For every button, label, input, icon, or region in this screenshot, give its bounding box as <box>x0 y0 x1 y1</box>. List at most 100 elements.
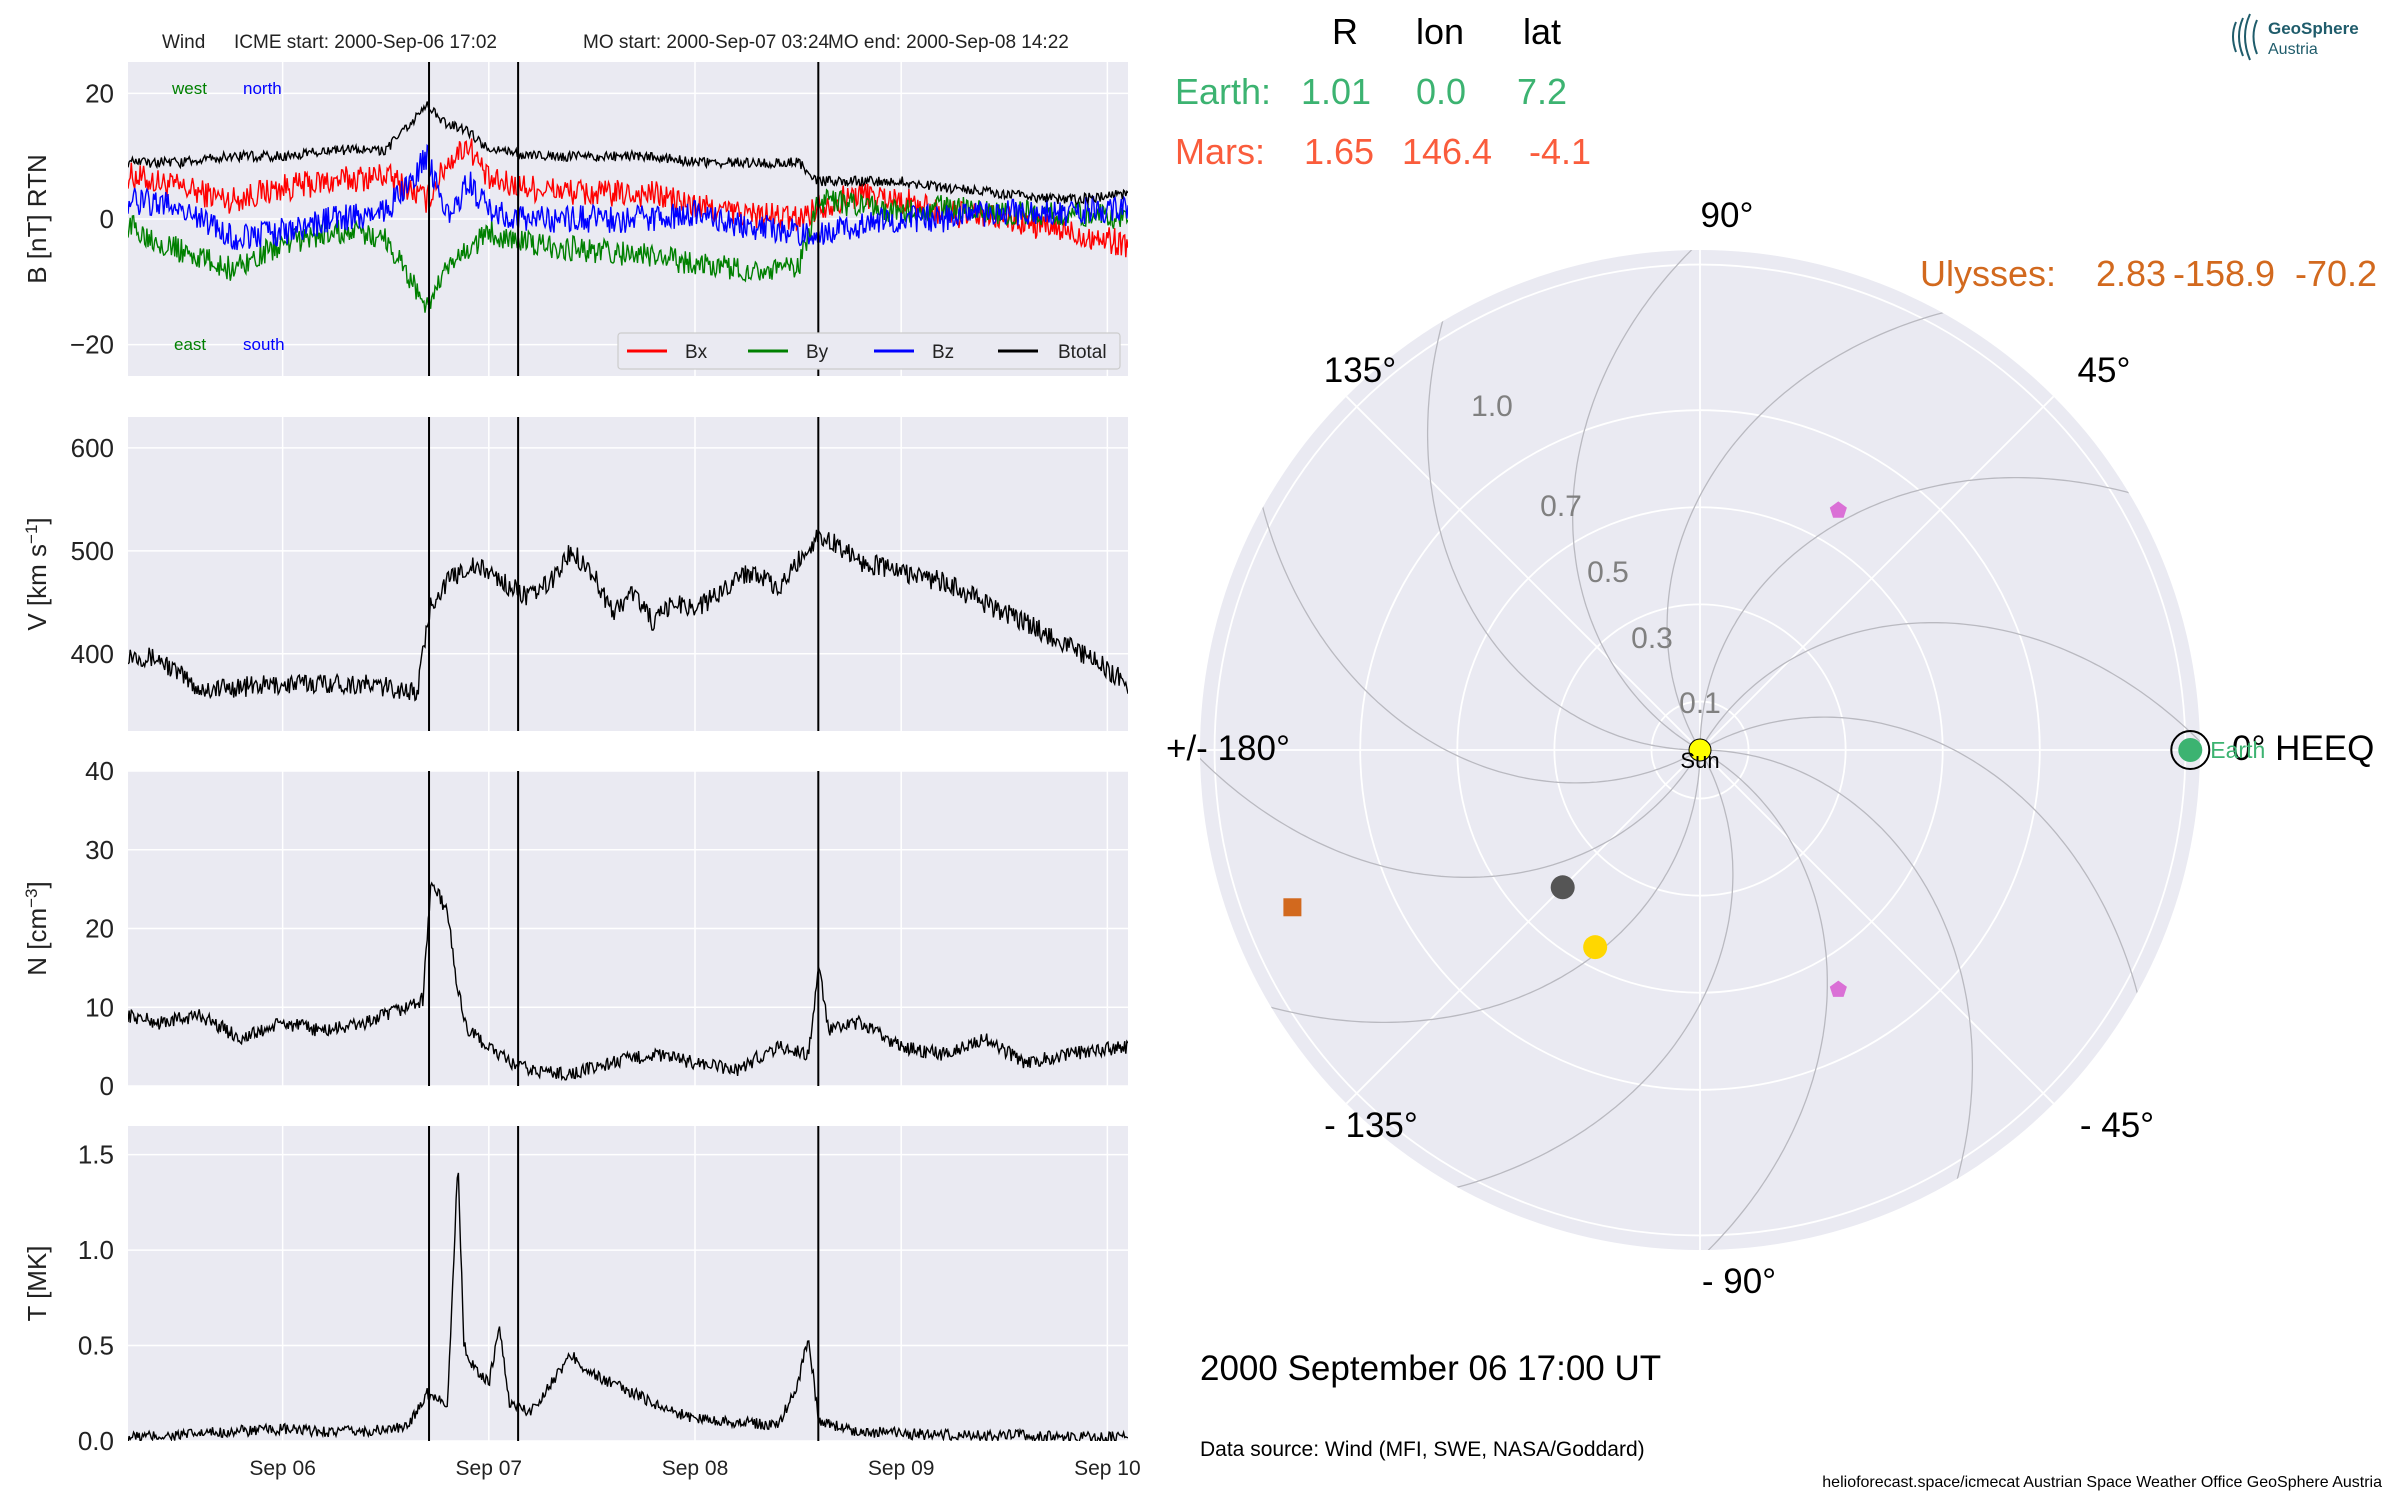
radial-tick-label: 0.3 <box>1631 622 1673 655</box>
panel-temperature: 0.0 0.5 1.0 1.5 T [MK] Sep 06 Sep 07 Sep 08 Sep … <box>22 1126 1141 1480</box>
parker-spirals <box>1200 250 2200 1250</box>
table-header-r: R <box>1332 11 1358 52</box>
radial-tick-label: 0.1 <box>1679 687 1721 720</box>
parker-spiral-line <box>1703 622 2200 776</box>
table-header-lon: lon <box>1416 11 1464 52</box>
y-tick-label: 20 <box>85 914 114 944</box>
y-tick-label: 10 <box>85 992 114 1022</box>
series-lines <box>128 529 1128 702</box>
label-east: east <box>174 335 206 354</box>
earth-lat: 7.2 <box>1517 71 1567 112</box>
marker-pentagon <box>1829 980 1847 997</box>
series-lines <box>128 101 1128 313</box>
parker-spiral-line <box>1227 757 1701 1024</box>
label-west: west <box>171 79 207 98</box>
earth-lon: 0.0 <box>1416 71 1466 112</box>
panel-magnetic-field: −20 0 20 B [nT] RTN west north east south Bx By Bz… <box>22 62 1128 376</box>
marker-circle <box>1583 935 1608 960</box>
y-tick-label: 600 <box>71 433 114 463</box>
earth-marker <box>2178 738 2203 762</box>
footer-credits: helioforecast.space/icmecat Austrian Spa… <box>1822 1474 2382 1491</box>
y-axis-label: B [nT] RTN <box>22 154 52 284</box>
y-tick-label: 30 <box>85 835 114 865</box>
y-tick-label: 1.0 <box>78 1235 114 1265</box>
y-tick-label: 500 <box>71 536 114 566</box>
y-axis-label: V [km s−1] <box>22 517 53 630</box>
earth-r: 1.01 <box>1301 71 1371 112</box>
marker-circle <box>1550 875 1575 900</box>
x-tick-label: Sep 08 <box>662 1457 729 1480</box>
legend-entry-bx: Bx <box>685 342 708 363</box>
x-tick-label: Sep 07 <box>456 1457 523 1480</box>
radial-tick-label: 0.5 <box>1587 556 1629 589</box>
geosphere-logo: GeoSphere Austria <box>2232 13 2359 61</box>
sun-label: Sun <box>1680 748 1719 773</box>
x-tick-label: Sep 06 <box>249 1457 316 1480</box>
ulysses-lat: -70.2 <box>2295 253 2377 294</box>
y-tick-label: 0.0 <box>78 1426 114 1456</box>
legend-entry-bz: Bz <box>932 342 954 363</box>
series-density-line <box>128 881 1128 1082</box>
data-source: Data source: Wind (MFI, SWE, NASA/Goddar… <box>1200 1438 1645 1461</box>
mo-start-label: MO start: 2000-Sep-07 03:24 <box>583 32 830 53</box>
legend-entry-btotal: Btotal <box>1058 342 1107 363</box>
legend-entry-by: By <box>806 342 829 363</box>
mars-r: 1.65 <box>1304 131 1374 172</box>
ulysses-name: Ulysses: <box>1920 253 2056 294</box>
marker-pentagon <box>1829 501 1847 518</box>
legend: Bx By Bz Btotal <box>617 332 1121 370</box>
polar-position-plot: 0.10.30.50.7 1.0 0° HEEQ 45° 90° 135° +/- 180°… <box>1166 196 2374 1301</box>
position-table: R lon lat Earth: 1.01 0.0 7.2 Mars: 1.65… <box>1175 11 2377 294</box>
series-lines <box>128 881 1128 1082</box>
label-north: north <box>243 79 282 98</box>
series-bx-line <box>128 138 1128 258</box>
y-tick-label: 400 <box>71 639 114 669</box>
panel-background <box>128 417 1128 731</box>
series-temperature-line <box>128 1172 1128 1441</box>
series-bz-line <box>128 143 1128 251</box>
panel-density: 0 10 20 30 40 N [cm−3] <box>22 756 1128 1101</box>
mars-lat: -4.1 <box>1529 131 1591 172</box>
y-tick-label: 0 <box>100 204 114 234</box>
parker-spiral-line <box>1200 724 1697 878</box>
table-header-lat: lat <box>1523 11 1561 52</box>
parker-spiral-line <box>1707 749 1974 1223</box>
parker-spiral-line <box>1699 476 2173 743</box>
y-tick-label: 0 <box>100 1071 114 1101</box>
plot-header: Wind ICME start: 2000-Sep-06 17:02 MO st… <box>162 32 1069 53</box>
y-axis-label: N [cm−3] <box>22 881 53 976</box>
mo-end-label: MO end: 2000-Sep-08 14:22 <box>828 32 1069 53</box>
spacecraft-name: Wind <box>162 32 205 53</box>
mars-row: Mars: 1.65 146.4 -4.1 <box>1175 131 1591 172</box>
series-speed-line <box>128 529 1128 702</box>
series-btotal-line <box>128 101 1128 206</box>
angle-label: +/- 180° <box>1166 729 1290 768</box>
geosphere-logo-icon <box>2232 13 2258 61</box>
ulysses-row: Ulysses: 2.83 -158.9 -70.2 <box>1920 253 2377 294</box>
panel-speed: 400 500 600 V [km s−1] <box>22 417 1128 731</box>
label-south: south <box>243 335 285 354</box>
earth-ring <box>2170 730 2211 770</box>
series-lines <box>128 1172 1128 1441</box>
y-tick-label: 20 <box>85 78 114 108</box>
parker-spiral-line <box>1412 756 1734 1198</box>
y-tick-label: −20 <box>70 330 114 360</box>
angle-label: - 135° <box>1324 1106 1418 1145</box>
angle-label: 90° <box>1701 196 1754 235</box>
parker-spiral-line <box>1706 716 2148 1038</box>
ulysses-lon: -158.9 <box>2173 253 2275 294</box>
panel-background <box>128 1126 1128 1441</box>
logo-line1: GeoSphere <box>2268 19 2359 38</box>
x-tick-label: Sep 10 <box>1074 1457 1141 1480</box>
legend-box <box>617 332 1121 370</box>
sun-marker <box>1688 738 1712 762</box>
y-tick-label: 1.5 <box>78 1140 114 1170</box>
parker-spiral-line <box>1426 277 1693 751</box>
radial-tick-label: 1.0 <box>1471 390 1513 423</box>
angle-label: - 45° <box>2080 1106 2154 1145</box>
earth-name: Earth: <box>1175 71 1271 112</box>
parker-spiral-line <box>1666 302 1988 744</box>
earth-label: Earth <box>2210 737 2265 763</box>
parker-spiral-line <box>1572 250 1726 747</box>
